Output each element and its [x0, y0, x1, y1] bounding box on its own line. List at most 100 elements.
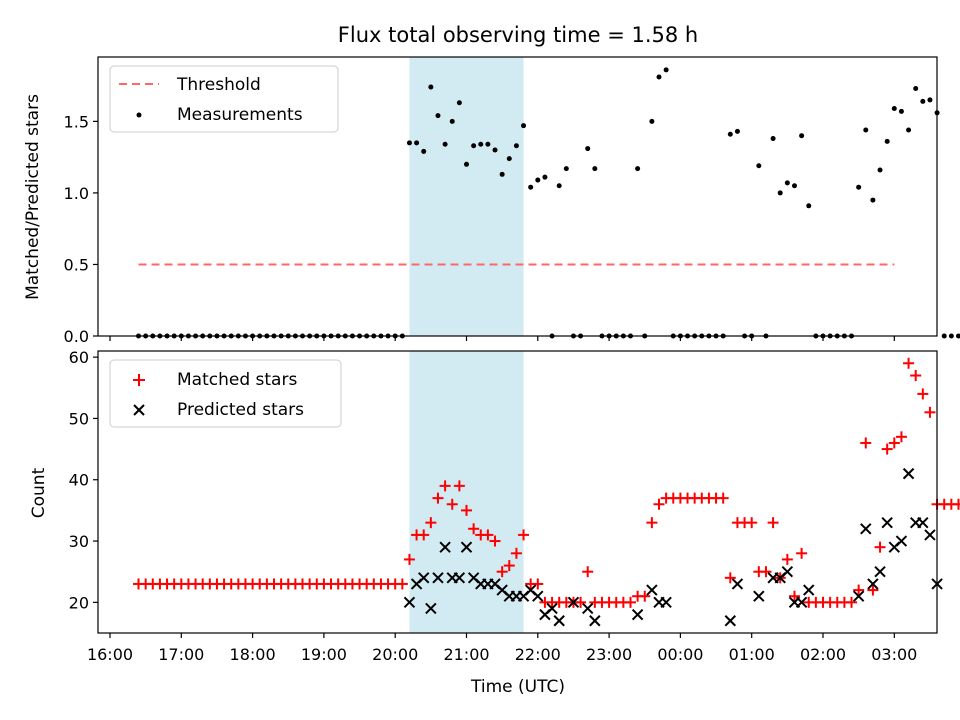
- matched-star-point: [952, 498, 960, 510]
- predicted-star-point: [439, 541, 451, 553]
- legend-threshold-label: Threshold: [176, 75, 261, 95]
- shaded-interval: [409, 351, 524, 633]
- predicted-star-point: [895, 535, 908, 547]
- matched-star-point: [788, 590, 800, 602]
- matched-star-point: [510, 547, 522, 559]
- top-plot-frame: [97, 56, 938, 337]
- y-tick-label: 60: [69, 348, 89, 367]
- predicted-star-point: [902, 467, 915, 480]
- y-tick-label: 1.5: [64, 112, 89, 131]
- matched-star-point: [724, 572, 736, 584]
- matched-star-point: [518, 529, 530, 541]
- y-tick-label: 50: [69, 409, 89, 428]
- measurement-point: [927, 97, 933, 103]
- measurement-point: [499, 171, 505, 177]
- measurement-point: [856, 184, 862, 190]
- measurement-point: [456, 100, 462, 106]
- y-tick-label: 0.5: [64, 255, 89, 274]
- matched-star-point: [746, 517, 758, 529]
- measurement-point: [535, 177, 541, 183]
- matched-star-point: [796, 547, 808, 559]
- top-legend: Threshold Measurements: [109, 65, 339, 133]
- x-tick-label: 18:00: [230, 645, 276, 664]
- predicted-star-point: [781, 565, 794, 578]
- bottom-y-label: Count: [29, 467, 49, 518]
- measurement-point: [756, 163, 762, 169]
- measurement-point: [770, 136, 776, 142]
- top-legend-box: [109, 65, 339, 133]
- predicted-star-point: [881, 516, 893, 529]
- matched-star-point: [453, 480, 465, 492]
- predicted-star-point: [917, 516, 929, 529]
- matched-star-point: [446, 498, 458, 510]
- predicted-star-point: [867, 578, 879, 590]
- matched-star-point: [846, 596, 858, 608]
- measurement-point: [506, 156, 512, 162]
- y-tick-label: 0.0: [64, 327, 89, 346]
- x-tick-label: 20:00: [372, 645, 418, 664]
- matched-star-point: [468, 523, 480, 535]
- matched-star-point: [461, 504, 472, 516]
- matched-star-point: [439, 480, 451, 492]
- matched-star-point: [860, 437, 872, 449]
- measurement-point: [649, 118, 655, 124]
- measurement-point: [478, 141, 484, 147]
- measurement-point: [863, 127, 869, 133]
- measurement-point: [635, 166, 641, 172]
- matched-star-point: [867, 584, 879, 596]
- x-tick-label: 00:00: [657, 645, 703, 664]
- measurement-point: [585, 146, 591, 152]
- measurement-point: [727, 131, 733, 137]
- predicted-star-point: [803, 584, 815, 596]
- matched-star-point: [646, 517, 658, 529]
- legend-measurements-label: Measurements: [177, 105, 303, 125]
- measurement-point: [891, 106, 897, 112]
- matched-star-point: [917, 388, 929, 400]
- bottom-x-ticks: 16:00 17:00 18:00 19:00 20:00 21:00 22:00 23:00…: [87, 633, 917, 664]
- top-x-ticks: [109, 336, 895, 341]
- predicted-star-point: [453, 572, 466, 584]
- predicted-star-point: [403, 596, 416, 609]
- y-tick-label: 30: [69, 532, 89, 551]
- measurement-point: [906, 127, 912, 133]
- matched-star-point: [418, 529, 430, 541]
- x-tick-label: 01:00: [729, 645, 775, 664]
- x-tick-label: 03:00: [871, 645, 917, 664]
- bottom-legend: Matched stars Predicted stars: [109, 359, 342, 428]
- matched-star-point: [396, 578, 408, 590]
- matched-star-point: [924, 406, 936, 418]
- legend-predicted-label: Predicted stars: [177, 400, 304, 420]
- x-tick-label: 22:00: [515, 645, 561, 664]
- matched-star-point: [853, 584, 865, 596]
- measurement-point: [528, 184, 534, 190]
- measurement-point: [656, 74, 662, 80]
- matched-star-point: [903, 357, 915, 369]
- matched-star-point: [781, 553, 793, 565]
- matched-star-point: [639, 590, 651, 602]
- predicted-star-point: [589, 615, 601, 627]
- legend-matched-swatch: [133, 374, 145, 386]
- matched-star-point: [653, 498, 665, 510]
- x-tick-label: 02:00: [800, 645, 846, 664]
- top-y-label: Matched/Predicted stars: [23, 94, 43, 300]
- matched-star-point: [482, 529, 494, 541]
- matched-star-point: [881, 443, 893, 455]
- matched-star-point: [425, 517, 437, 529]
- matched-star-point: [717, 492, 729, 504]
- measurement-point: [435, 113, 441, 119]
- legend-matched-label: Matched stars: [177, 370, 297, 390]
- measurement-point: [799, 133, 805, 139]
- matched-star-point: [403, 553, 415, 565]
- matched-star-point: [760, 566, 772, 578]
- predicted-star-point: [874, 565, 886, 578]
- predicted-star-point: [731, 578, 744, 590]
- matched-star-point: [503, 560, 515, 572]
- x-tick-label: 17:00: [158, 645, 204, 664]
- predicted-star-point: [724, 615, 737, 627]
- bottom-legend-box: [109, 359, 342, 428]
- predicted-star-point: [646, 584, 658, 596]
- y-tick-label: 20: [69, 593, 89, 612]
- measurement-point: [884, 138, 890, 144]
- predicted-star-point: [546, 602, 558, 615]
